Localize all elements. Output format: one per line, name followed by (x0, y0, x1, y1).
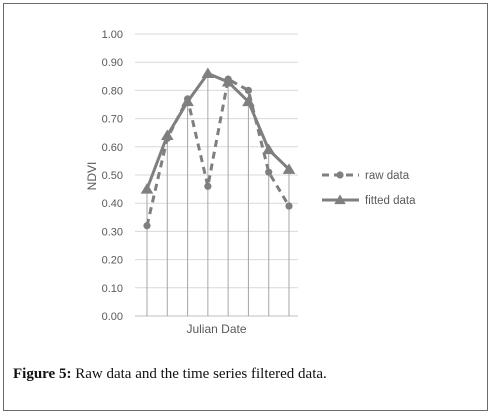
y-tick-label: 0.20 (102, 255, 123, 267)
x-axis-title: Julian Date (186, 322, 246, 336)
legend-marker (336, 171, 344, 179)
data-point (160, 129, 174, 141)
ndvi-line-chart: 0.00 0.10 0.20 0.30 0.40 0.50 0.60 0.70 0.80 0.90… (85, 29, 416, 336)
data-point (262, 143, 276, 155)
figure-caption: Figure 5: Raw data and the time series f… (13, 366, 327, 383)
data-point (265, 168, 273, 176)
data-point (181, 95, 194, 107)
legend-label: raw data (365, 170, 410, 182)
data-point (201, 67, 215, 78)
caption-text: Raw data and the time series filtered da… (71, 366, 327, 382)
data-point (285, 202, 293, 210)
series-layer (140, 67, 296, 230)
data-point (221, 75, 235, 87)
y-tick-label: 0.70 (102, 114, 123, 126)
data-point (282, 163, 296, 174)
y-tick-label: 0.40 (102, 198, 123, 210)
data-point (143, 222, 151, 230)
data-point (242, 95, 255, 107)
figure-frame (3, 3, 488, 411)
drop-lines (146, 73, 290, 316)
y-tick-label: 0.50 (102, 170, 123, 182)
y-tick-label: 0.00 (102, 311, 123, 323)
y-axis-ticks: 0.00 0.10 0.20 0.30 0.40 0.50 0.60 0.70 0.80 0.90… (102, 29, 123, 323)
y-axis-title: NDVI (85, 162, 99, 191)
y-tick-label: 1.00 (102, 29, 123, 41)
series-fitted-data (140, 67, 296, 194)
y-tick-label: 0.60 (102, 142, 123, 154)
y-tick-label: 0.30 (102, 226, 123, 238)
data-point (204, 182, 212, 190)
legend-label: fitted data (365, 195, 416, 207)
y-tick-label: 0.80 (102, 85, 123, 97)
data-point (244, 86, 253, 94)
legend-item: fitted data (322, 194, 416, 207)
y-tick-label: 0.90 (102, 57, 123, 69)
legend-item: raw data (322, 170, 410, 182)
legend-marker (334, 194, 346, 205)
data-point (140, 183, 154, 194)
y-tick-label: 0.10 (102, 283, 123, 295)
legend: raw data fitted data (322, 170, 416, 207)
series-line (145, 71, 291, 190)
caption-label: Figure 5: (13, 366, 72, 382)
